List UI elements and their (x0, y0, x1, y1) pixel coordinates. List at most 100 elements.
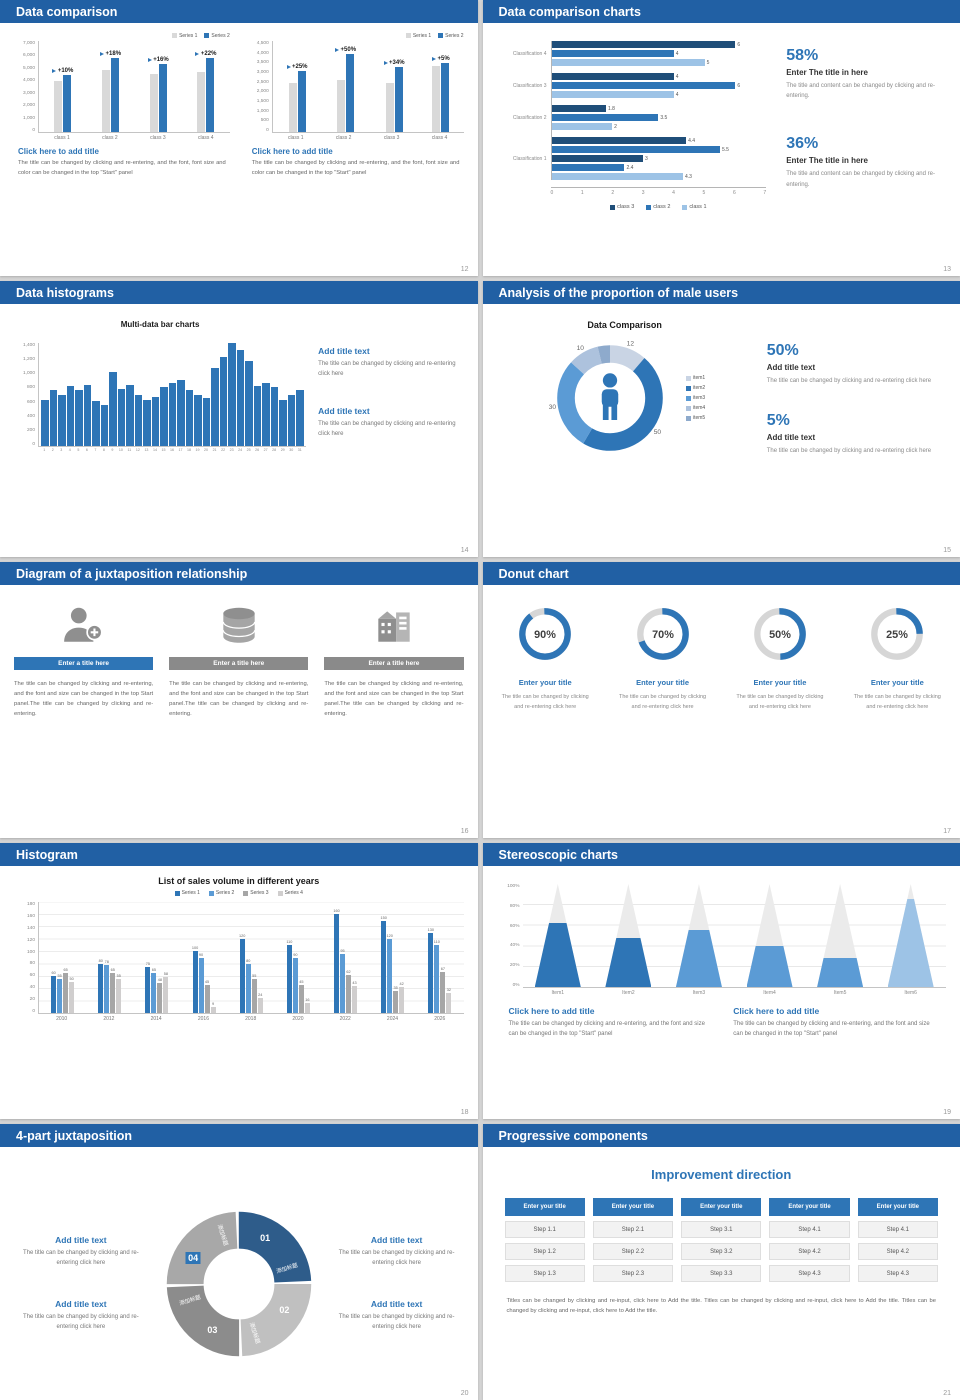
slide-stereoscopic-charts[interactable]: Stereoscopic charts 100% 80% 60% 40% 20% 0% I… (482, 843, 960, 1119)
grouped-bar: 45 (298, 980, 304, 1013)
slide-progressive-components[interactable]: Progressive components Improvement direc… (482, 1124, 960, 1400)
y-tick-label: 20 (29, 997, 35, 1002)
block-title: Add title text (318, 405, 370, 416)
bar-pair (385, 67, 403, 132)
bar-value: 65 (110, 967, 115, 972)
growth-label: +5% (432, 56, 450, 62)
chart-caption: Click here to add title The title can be… (248, 142, 464, 178)
y-tick-label: 1,500 (256, 98, 269, 104)
legend-label: item3 (692, 395, 706, 401)
legend-swatch-icon (438, 33, 444, 38)
ring-chart (166, 1211, 311, 1357)
column-header-button[interactable]: Enter your title (504, 1198, 585, 1216)
bar-pair (197, 58, 215, 132)
histogram-bar (117, 389, 126, 446)
x-tick-label: 2026 (434, 1016, 446, 1022)
stat-column: 58% Enter The title in here The title an… (766, 31, 946, 276)
pyramid-chart (808, 884, 872, 987)
bar-group: 75 65 48 58 (145, 902, 169, 1013)
histogram-bar (168, 382, 177, 446)
y-tick-label: 40 (29, 985, 35, 991)
slide-title: Analysis of the proportion of male users (498, 285, 739, 300)
slide-histogram[interactable]: Histogram List of sales volume in differ… (0, 843, 478, 1119)
histogram-bar (66, 385, 75, 446)
x-tick-label: 10 (118, 448, 123, 452)
x-axis: Item1 Item2 Item3 Item4 Item5 Item6 (523, 988, 947, 996)
chart-title: List of sales volume in different years (158, 876, 320, 886)
chart-caption: Click here to add title The title can be… (14, 142, 230, 178)
legend-swatch-icon (685, 415, 691, 421)
bar-value: 4.4 (688, 137, 696, 144)
slide-donut-chart[interactable]: Donut chart 90% Enter your title The title… (482, 562, 960, 838)
column-header-button[interactable]: Enter your title (592, 1198, 674, 1216)
slide-content: 100% 80% 60% 40% 20% 0% Item1 Item2 Item3 Item4 I… (483, 866, 960, 1119)
pyramid-chart (879, 884, 943, 987)
hbar-row: Classification 1 4.4 5.5 3 2.4 4.3 (497, 137, 767, 180)
legend-swatch-icon (685, 395, 691, 401)
y-tick-label: 100 (26, 949, 35, 955)
x-tick-label: 16 (169, 448, 174, 452)
slide-juxtaposition-diagram[interactable]: Diagram of a juxtaposition relationship … (0, 562, 478, 838)
x-tick-label: 0 (550, 190, 554, 196)
x-tick-label: 26 (255, 448, 260, 452)
step-cell: Step 3.1 (681, 1221, 762, 1238)
flag-icon (52, 69, 57, 74)
slide-title-bar: Stereoscopic charts (482, 843, 960, 866)
column-header-button[interactable]: Enter your title (769, 1198, 850, 1216)
bar-group: 100 90 45 9 (191, 902, 216, 1013)
donut-title: Enter your title (636, 678, 690, 687)
y-tick-label: 1,000 (256, 108, 269, 114)
donut-item: 90% Enter your title The title can be chan… (491, 605, 600, 838)
stat-title: Enter The title in here (786, 68, 868, 77)
legend-label: item1 (692, 375, 706, 381)
y-axis: 180 160 140 120 100 80 60 40 20 0 (14, 902, 38, 1014)
growth-value: +16% (153, 57, 169, 64)
grouped-bar: 110 (434, 940, 440, 1013)
h-bar-fill (550, 146, 720, 153)
grouped-bar: 120 (239, 934, 245, 1013)
pyramid (887, 884, 934, 987)
series-2-bar (206, 58, 215, 132)
legend-swatch-icon (646, 204, 652, 210)
grouped-bar: 90 (198, 953, 204, 1013)
bar-value: 150 (380, 915, 387, 920)
gauge-percentage: 50% (769, 629, 791, 641)
page-number: 13 (943, 266, 951, 273)
bar-value: 100 (191, 946, 199, 951)
x-tick-label: 2024 (386, 1016, 399, 1022)
step-cell: Step 1.1 (504, 1221, 585, 1238)
stat-block: 36% Enter The title in here The title an… (786, 135, 944, 189)
step-column: Enter your title Step 4.1 Step 4.2 Step 4.3 (769, 1198, 850, 1282)
legend-item: class 2 (646, 204, 670, 210)
section-heading: Improvement direction (651, 1167, 792, 1182)
column-header-button[interactable]: Enter your title (681, 1198, 762, 1216)
slide-4-part-juxtaposition[interactable]: 4-part juxtaposition Add title text The … (0, 1124, 478, 1400)
growth-label: +34% (383, 60, 405, 66)
column-chart: 7,000 6,000 5,000 4,000 3,000 2,000 1,000 0 +10… (14, 41, 230, 133)
histogram-bar (262, 382, 270, 446)
page-number: 21 (943, 1390, 951, 1397)
x-axis: 2010 2012 2014 2016 2018 2020 2022 2024 2026 (38, 1014, 464, 1022)
growth-label: +22% (195, 51, 216, 57)
donut-body: The title can be changed by clicking and… (853, 694, 941, 710)
x-tick-label: 7 (763, 190, 767, 196)
stat-body: The title can be changed by clicking and… (766, 448, 932, 455)
bar-group: 120 80 55 24 (239, 902, 263, 1013)
bar-value: 90 (198, 952, 204, 957)
column-header-button[interactable]: Enter your title (857, 1198, 938, 1216)
slide-content: Add title text The title can be changed … (0, 1147, 478, 1400)
slide-data-histograms[interactable]: Data histograms Multi-data bar charts 1,… (0, 281, 478, 557)
text-block: Add title text The title can be changed … (330, 1299, 464, 1333)
pyramid-fill (675, 930, 722, 987)
x-tick-label: 8 (102, 448, 105, 452)
slide-male-users-proportion[interactable]: Analysis of the proportion of male users… (482, 281, 960, 557)
step-cell: Step 2.2 (592, 1243, 674, 1260)
slide-data-comparison[interactable]: Data comparison Series 1 Series 2 7,000 6,… (0, 0, 478, 276)
x-tick-label: 22 (221, 448, 226, 452)
series-2-bar (63, 75, 72, 132)
y-axis: 7,000 6,000 5,000 4,000 3,000 2,000 1,000 0 (14, 41, 38, 133)
h-bar: 4 (550, 50, 767, 57)
legend-item: Series 4 (277, 890, 303, 896)
y-tick-label: 1,400 (22, 343, 35, 348)
